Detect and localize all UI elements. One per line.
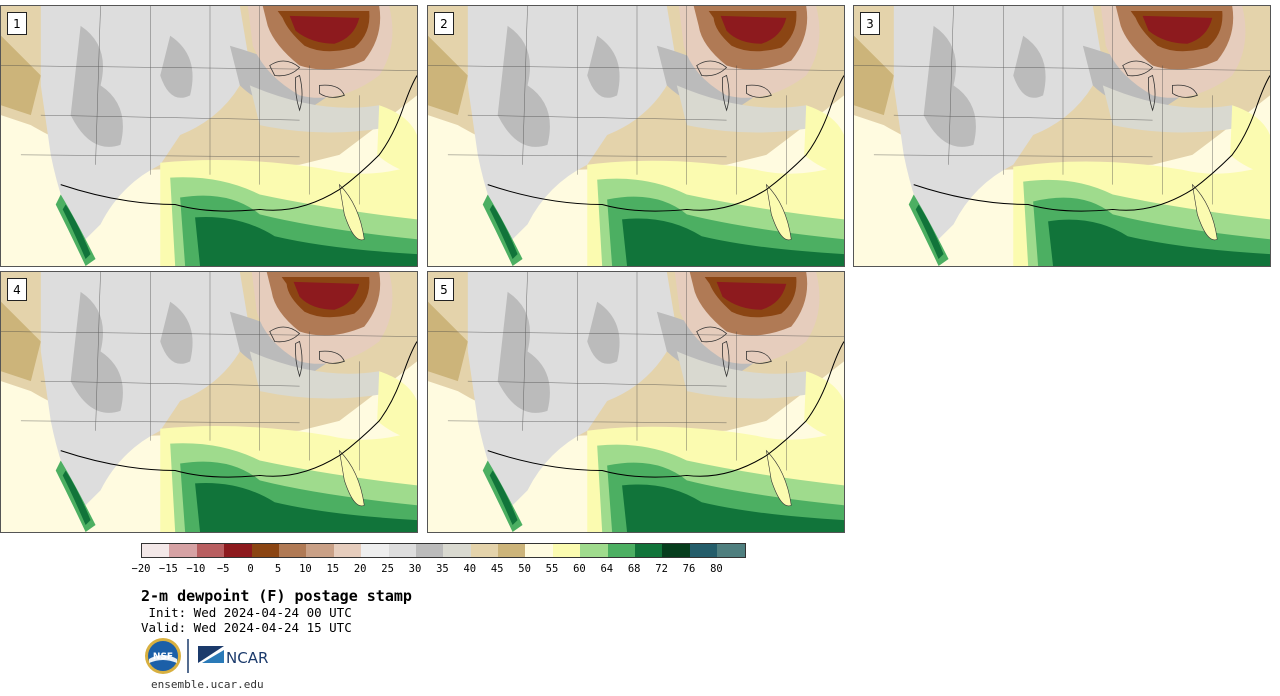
colorbar-swatch [662,544,690,557]
colorbar-tick-label: 68 [627,563,641,575]
colorbar-swatch [196,544,225,557]
map-panel-2: 2 [427,5,845,267]
dewpoint-map [428,272,844,532]
colorbar-swatch [306,544,334,557]
colorbar-labels: −20 −15 −10 −5 0 5 10 15 20 25 30 35 40 45 50 55 60 64 68 7… [132,563,757,577]
chart-title: 2-m dewpoint (F) postage stamp [141,587,412,605]
dewpoint-map [1,272,417,532]
colorbar-swatch [251,544,279,557]
map-panel-5: 5 [427,271,845,533]
colorbar-swatch [278,544,307,557]
colorbar-swatch [580,544,608,557]
dewpoint-map [428,6,844,266]
colorbar-tick-label: −10 [186,563,206,575]
ncar-logo: NCAR [198,646,268,667]
panel-number: 2 [434,12,454,35]
nsf-logo: NSF [145,638,181,674]
panel-number: 1 [7,12,27,35]
valid-time: Valid: Wed 2024-04-24 15 UTC [141,620,352,635]
colorbar-tick-label: 30 [408,563,422,575]
svg-text:NCAR: NCAR [226,649,268,667]
colorbar-tick-label: 50 [518,563,531,575]
colorbar-tick-label: 55 [545,563,559,575]
colorbar-swatch [224,544,252,557]
colorbar-swatch [498,544,526,557]
website-link[interactable]: ensemble.ucar.edu [151,678,264,691]
colorbar-swatch [552,544,581,557]
colorbar-swatch [689,544,718,557]
colorbar-swatch [333,544,362,557]
colorbar-tick-label: 76 [682,563,696,575]
map-panel-1: 1 [0,5,418,267]
panel-number: 5 [434,278,454,301]
dewpoint-map [1,6,417,266]
panel-number: 4 [7,278,27,301]
colorbar-swatch [388,544,416,557]
map-panel-3: 3 [853,5,1271,267]
colorbar-swatch [443,544,471,557]
init-time: Init: Wed 2024-04-24 00 UTC [141,605,352,620]
colorbar-tick-label: 0 [247,563,254,575]
colorbar-tick-label: 72 [655,563,668,575]
colorbar-swatch [635,544,663,557]
colorbar-tick-label: 60 [573,563,586,575]
colorbar-tick-label: 20 [353,563,367,575]
colorbar-tick-label: 64 [600,563,614,575]
colorbar-swatch [361,544,389,557]
colorbar-swatch [470,544,499,557]
colorbar-swatch [717,544,745,557]
dewpoint-map [854,6,1270,266]
colorbar-tick-label: 5 [274,563,282,575]
colorbar-tick-label: 35 [436,563,449,575]
colorbar-tick-label: 80 [710,563,723,575]
map-panel-4: 4 [0,271,418,533]
colorbar-swatch [525,544,553,557]
colorbar-swatch [169,544,197,557]
colorbar-swatch [415,544,444,557]
colorbar-tick-label: −20 [131,563,151,575]
colorbar-swatch [142,544,170,557]
colorbar-tick-label: −15 [158,563,178,575]
panel-number: 3 [860,12,880,35]
colorbar-tick-label: 25 [381,563,394,575]
colorbar-tick-label: 45 [490,563,504,575]
svg-text:NSF: NSF [153,652,173,662]
colorbar [141,543,746,558]
colorbar-tick-label: 40 [463,563,477,575]
colorbar-tick-label: 15 [326,563,340,575]
colorbar-tick-label: −5 [216,563,230,575]
colorbar-tick-label: 10 [299,563,312,575]
logos: NSF NCAR [144,637,284,677]
colorbar-swatch [607,544,636,557]
